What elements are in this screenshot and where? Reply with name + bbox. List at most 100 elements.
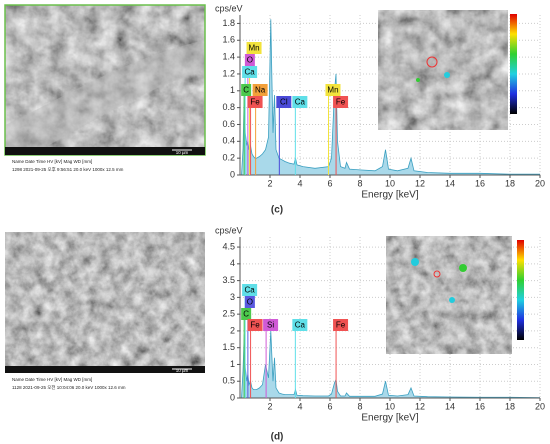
x-tick-label: 2 — [267, 401, 272, 411]
y-tick-label: 1 — [230, 359, 235, 369]
marker-label: Fe — [250, 98, 260, 107]
marker-label: Ca — [295, 321, 306, 330]
x-tick-label: 14 — [445, 178, 455, 188]
x-tick-label: 6 — [327, 401, 332, 411]
y-axis-label: cps/eV — [215, 3, 243, 13]
y-tick-label: 0.5 — [222, 376, 235, 386]
sem-info-values: 1298 2021-09-25 오후 9:56:51 20.0 keV 1000… — [12, 167, 124, 173]
spectrum-area — [241, 19, 540, 176]
x-tick-label: 4 — [297, 401, 302, 411]
marker-box — [333, 96, 349, 108]
x-tick-label: 16 — [475, 401, 485, 411]
map-spot — [433, 270, 441, 278]
marker-label: C — [243, 86, 249, 95]
marker-label: Cl — [280, 98, 288, 107]
x-tick-label: 8 — [357, 401, 362, 411]
marker-box — [333, 319, 349, 331]
sem-image — [5, 5, 205, 155]
marker-label: O — [247, 56, 253, 65]
marker-box — [244, 54, 255, 66]
marker-box — [242, 66, 258, 78]
marker-box — [252, 84, 268, 96]
x-tick-label: 14 — [445, 401, 455, 411]
marker-label: Fe — [250, 321, 260, 330]
panel-label: (d) — [271, 432, 284, 443]
x-axis-label: Energy [keV] — [361, 190, 418, 201]
map-spot — [411, 258, 419, 266]
y-tick-label: 2 — [230, 325, 235, 335]
marker-box — [244, 296, 255, 308]
marker-box — [292, 96, 308, 108]
sem-info-header: Name Date Time HV [kV] Mag WD [mm] — [12, 159, 92, 164]
map-spot — [459, 264, 467, 272]
x-tick-label: 18 — [505, 178, 515, 188]
scale-label: 10 µm — [176, 150, 189, 155]
y-tick-label: 1 — [230, 85, 235, 95]
marker-label: Ca — [244, 286, 255, 295]
map-spot — [416, 78, 420, 82]
y-tick-label: 1.8 — [222, 18, 235, 28]
y-tick-label: 1.6 — [222, 35, 235, 45]
map-inset — [378, 10, 517, 130]
x-tick-label: 12 — [415, 401, 425, 411]
scale-label: 10 µm — [176, 368, 189, 373]
map-image — [386, 236, 512, 354]
marker-label: O — [247, 298, 253, 307]
sem-infobar — [5, 147, 205, 155]
marker-box — [292, 319, 308, 331]
marker-label: Mn — [327, 86, 338, 95]
y-tick-label: 3 — [230, 292, 235, 302]
x-tick-label: 4 — [297, 178, 302, 188]
y-tick-label: 3.5 — [222, 275, 235, 285]
x-tick-label: 20 — [535, 401, 545, 411]
marker-box — [241, 84, 252, 96]
map-spot — [444, 72, 450, 78]
y-tick-label: 4 — [230, 258, 235, 268]
y-tick-label: 2.5 — [222, 309, 235, 319]
marker-label: C — [243, 310, 249, 319]
colorbar — [517, 240, 524, 340]
map-image — [378, 10, 508, 130]
x-tick-label: 8 — [357, 178, 362, 188]
marker-box — [247, 96, 263, 108]
colorbar — [510, 14, 517, 114]
marker-box — [247, 319, 263, 331]
y-tick-label: 1.5 — [222, 342, 235, 352]
x-tick-label: 16 — [475, 178, 485, 188]
marker-label: Na — [255, 86, 266, 95]
marker-box — [246, 42, 262, 54]
x-tick-label: 2 — [267, 178, 272, 188]
x-tick-label: 20 — [535, 178, 545, 188]
map-spot — [426, 56, 438, 68]
y-tick-label: 0 — [230, 392, 235, 402]
x-tick-label: 10 — [385, 401, 395, 411]
sem-infobar — [5, 366, 205, 373]
marker-label: Ca — [244, 68, 255, 77]
marker-label: Ca — [295, 98, 306, 107]
x-tick-label: 6 — [327, 178, 332, 188]
y-tick-label: 1.4 — [222, 51, 235, 61]
marker-box — [242, 284, 258, 296]
marker-label: Si — [267, 321, 274, 330]
y-axis-label: cps/eV — [215, 225, 243, 235]
x-tick-label: 12 — [415, 178, 425, 188]
y-tick-label: 4.5 — [222, 241, 235, 251]
sem-fiber — [5, 40, 205, 155]
y-tick-label: 0.4 — [222, 136, 235, 146]
sem-info-values: 1128 2021-09-25 오전 10:04:06 20.0 keV 100… — [12, 384, 126, 390]
y-tick-label: 0 — [230, 169, 235, 179]
map-inset — [386, 236, 524, 354]
marker-box — [241, 308, 252, 320]
marker-label: Fe — [336, 321, 346, 330]
x-tick-label: 10 — [385, 178, 395, 188]
y-tick-label: 1.2 — [222, 68, 235, 78]
map-spot — [449, 297, 455, 303]
x-tick-label: 18 — [505, 401, 515, 411]
x-axis-label: Energy [keV] — [361, 413, 418, 424]
marker-box — [263, 319, 279, 331]
y-tick-label: 0.6 — [222, 119, 235, 129]
marker-label: Fe — [336, 98, 346, 107]
spectrum-area — [241, 330, 540, 398]
panel-label: (c) — [271, 205, 283, 216]
